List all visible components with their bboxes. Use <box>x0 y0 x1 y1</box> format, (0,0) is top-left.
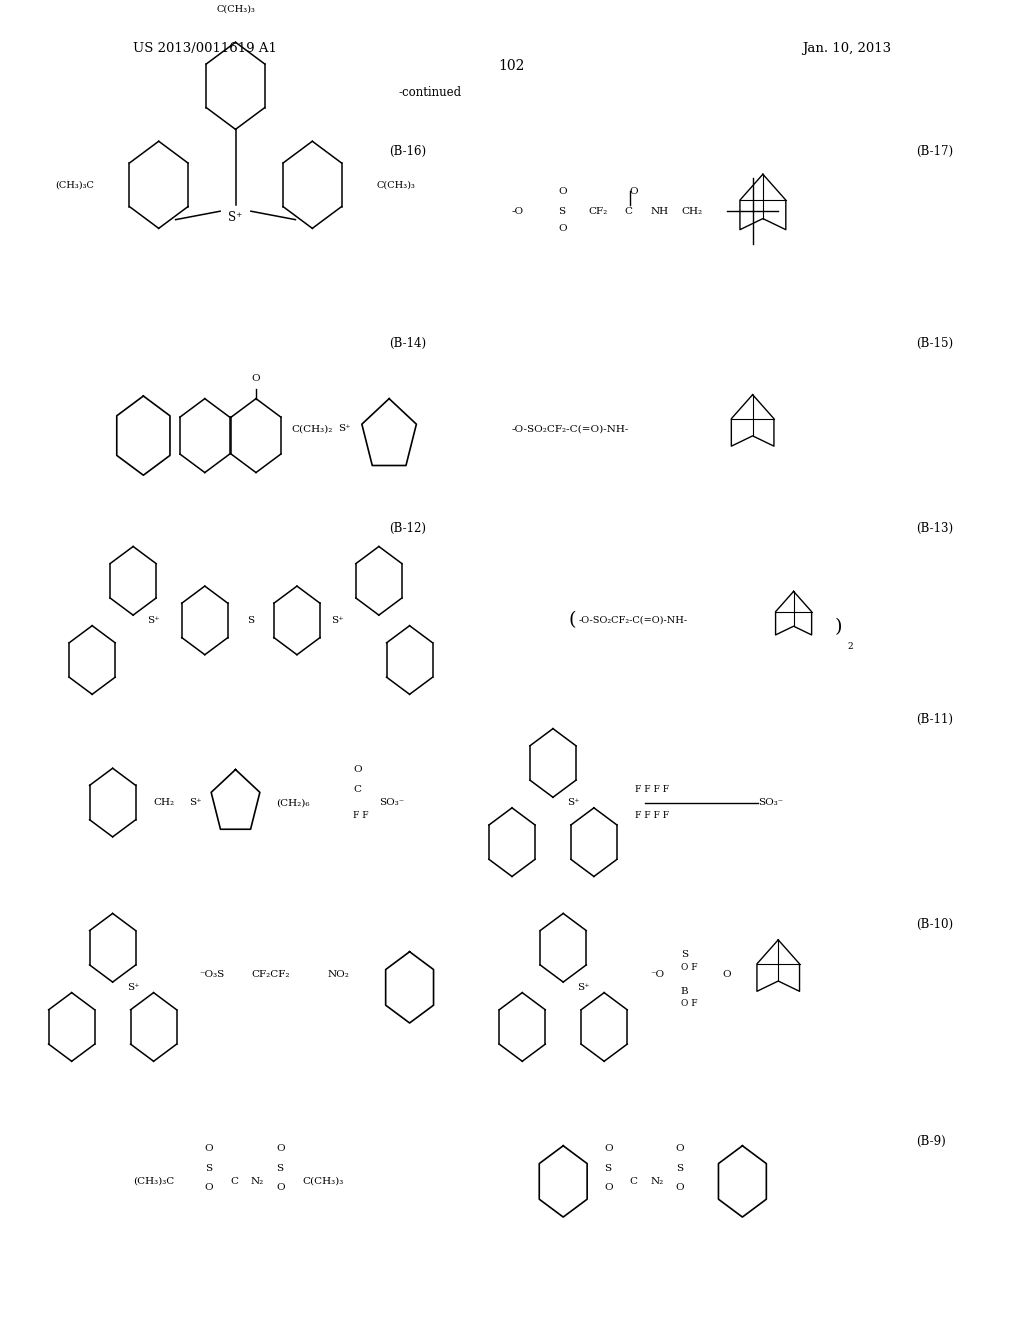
Text: O: O <box>558 224 566 232</box>
Text: O: O <box>252 375 260 383</box>
Text: O: O <box>205 1144 213 1152</box>
Text: (CH₃)₃C: (CH₃)₃C <box>133 1177 174 1185</box>
Text: C: C <box>625 207 633 215</box>
Text: F F: F F <box>353 812 369 820</box>
Text: 102: 102 <box>499 59 525 73</box>
Text: -O-SO₂CF₂-C(=O)-NH-: -O-SO₂CF₂-C(=O)-NH- <box>512 425 630 433</box>
Text: (B-15): (B-15) <box>916 337 953 350</box>
Text: (B-17): (B-17) <box>916 145 953 158</box>
Text: O: O <box>276 1144 285 1152</box>
Text: S⁺: S⁺ <box>567 799 580 807</box>
Text: C: C <box>630 1177 638 1185</box>
Text: S: S <box>205 1164 212 1172</box>
Text: C(CH₃)₃: C(CH₃)₃ <box>216 5 255 13</box>
Text: S: S <box>248 616 254 624</box>
Text: (B-16): (B-16) <box>389 145 426 158</box>
Text: O: O <box>604 1144 612 1152</box>
Text: NO₂: NO₂ <box>328 970 349 978</box>
Text: -O: -O <box>512 207 524 215</box>
Text: (: ( <box>568 611 575 630</box>
Text: S⁺: S⁺ <box>338 425 350 433</box>
Text: CF₂CF₂: CF₂CF₂ <box>251 970 290 978</box>
Text: SO₃⁻: SO₃⁻ <box>379 799 404 807</box>
Text: (B-11): (B-11) <box>916 713 953 726</box>
Text: S: S <box>681 950 688 958</box>
Text: C(CH₃)₃: C(CH₃)₃ <box>377 181 416 189</box>
Text: S⁺: S⁺ <box>578 983 590 991</box>
Text: S⁺: S⁺ <box>127 983 139 991</box>
Text: C(CH₃)₂: C(CH₃)₂ <box>292 425 333 433</box>
Text: -continued: -continued <box>398 86 462 99</box>
Text: SO₃⁻: SO₃⁻ <box>758 799 783 807</box>
Text: O: O <box>630 187 638 195</box>
Text: N₂: N₂ <box>251 1177 264 1185</box>
Text: S⁺: S⁺ <box>147 616 160 624</box>
Text: O: O <box>604 1184 612 1192</box>
Text: (CH₂)₆: (CH₂)₆ <box>276 799 310 807</box>
Text: O: O <box>205 1184 213 1192</box>
Text: C: C <box>230 1177 239 1185</box>
Text: (B-12): (B-12) <box>389 521 426 535</box>
Text: F F F F: F F F F <box>635 785 669 793</box>
Text: O: O <box>722 970 730 978</box>
Text: O F: O F <box>681 999 697 1007</box>
Text: O: O <box>676 1184 684 1192</box>
Text: S: S <box>558 207 565 215</box>
Text: ⁻O: ⁻O <box>650 970 665 978</box>
Text: CH₂: CH₂ <box>681 207 702 215</box>
Text: CF₂: CF₂ <box>589 207 608 215</box>
Text: S: S <box>604 1164 611 1172</box>
Text: 2: 2 <box>847 643 853 651</box>
Text: B: B <box>681 987 688 995</box>
Text: -O-SO₂CF₂-C(=O)-NH-: -O-SO₂CF₂-C(=O)-NH- <box>579 616 688 624</box>
Text: CH₂: CH₂ <box>154 799 175 807</box>
Text: ): ) <box>835 618 842 636</box>
Text: S: S <box>676 1164 683 1172</box>
Text: C(CH₃)₃: C(CH₃)₃ <box>302 1177 343 1185</box>
Text: S: S <box>276 1164 284 1172</box>
Text: ⁻O₃S: ⁻O₃S <box>200 970 225 978</box>
Text: Jan. 10, 2013: Jan. 10, 2013 <box>802 42 891 55</box>
Text: S⁺: S⁺ <box>332 616 344 624</box>
Text: O: O <box>353 766 361 774</box>
Text: N₂: N₂ <box>650 1177 664 1185</box>
Text: S⁺: S⁺ <box>189 799 202 807</box>
Text: O: O <box>558 187 566 195</box>
Text: O: O <box>676 1144 684 1152</box>
Text: C: C <box>353 785 361 793</box>
Text: NH: NH <box>650 207 669 215</box>
Text: F F F F: F F F F <box>635 812 669 820</box>
Text: O F: O F <box>681 964 697 972</box>
Text: S⁺: S⁺ <box>228 211 243 224</box>
Text: (B-14): (B-14) <box>389 337 426 350</box>
Text: (B-9): (B-9) <box>916 1135 946 1148</box>
Text: (CH₃)₃C: (CH₃)₃C <box>55 181 94 189</box>
Text: (B-10): (B-10) <box>916 917 953 931</box>
Text: US 2013/0011619 A1: US 2013/0011619 A1 <box>133 42 278 55</box>
Text: O: O <box>276 1184 285 1192</box>
Text: (B-13): (B-13) <box>916 521 953 535</box>
